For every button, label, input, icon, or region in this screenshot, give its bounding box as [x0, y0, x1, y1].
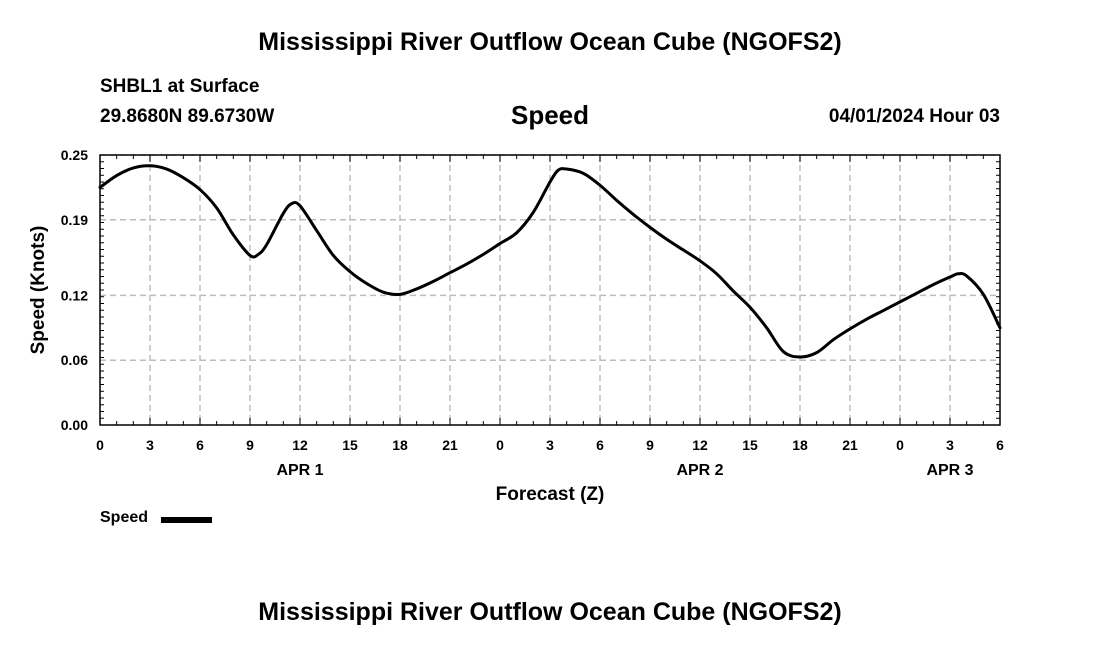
- date-label: APR 1: [276, 462, 323, 479]
- grid-layer: [100, 154, 1000, 425]
- y-tick-label: 0.00: [61, 417, 88, 433]
- x-tick-label: 6: [596, 437, 604, 453]
- date-label: APR 2: [676, 462, 723, 479]
- legend-label: Speed: [100, 509, 149, 526]
- x-tick-label: 15: [342, 437, 358, 453]
- x-tick-label: 0: [896, 437, 904, 453]
- main-title: Mississippi River Outflow Ocean Cube (NG…: [258, 28, 842, 56]
- forecast-timestamp: 04/01/2024 Hour 03: [828, 106, 1000, 127]
- footer-title: Mississippi River Outflow Ocean Cube (NG…: [258, 598, 842, 626]
- x-tick-label: 3: [146, 437, 154, 453]
- x-tick-label: 6: [996, 437, 1004, 453]
- x-tick-labels: 0 3 6 9 12 15 18 21 0 3 6 9 12 15 18 21 0 3 6: [96, 437, 1004, 453]
- x-tick-label: 3: [546, 437, 554, 453]
- x-tick-label: 3: [946, 437, 954, 453]
- y-tick-labels: 0.00 0.06 0.12 0.19 0.25: [61, 147, 88, 433]
- series-layer: [98, 164, 1002, 359]
- x-tick-label: 0: [96, 437, 104, 453]
- y-tick-label: 0.12: [61, 287, 88, 303]
- legend-swatch: [161, 517, 212, 523]
- x-tick-label: 6: [196, 437, 204, 453]
- x-tick-label: 12: [292, 437, 308, 453]
- x-tick-label: 18: [792, 437, 808, 453]
- x-tick-label: 12: [692, 437, 708, 453]
- station-name: SHBL1 at Surface: [100, 76, 260, 97]
- x-tick-label: 15: [742, 437, 758, 453]
- plot-frame: [99, 154, 1001, 426]
- y-tick-label: 0.25: [61, 147, 88, 163]
- y-tick-label: 0.19: [61, 212, 88, 228]
- y-tick-label: 0.06: [61, 352, 88, 368]
- chart-title: Speed: [510, 100, 590, 130]
- date-labels: APR 1 APR 2 APR 3: [276, 462, 973, 479]
- station-coordinates: 29.8680N 89.6730W: [100, 106, 275, 127]
- x-axis-label: Forecast (Z): [496, 484, 605, 505]
- x-tick-label: 9: [246, 437, 254, 453]
- speed-series-line: [98, 164, 1002, 359]
- x-tick-label: 9: [646, 437, 654, 453]
- x-tick-label: 21: [842, 437, 858, 453]
- x-tick-label: 18: [392, 437, 408, 453]
- x-tick-label: 0: [496, 437, 504, 453]
- x-tick-label: 21: [442, 437, 458, 453]
- y-axis-label: Speed (Knots): [28, 226, 49, 355]
- date-label: APR 3: [926, 462, 973, 479]
